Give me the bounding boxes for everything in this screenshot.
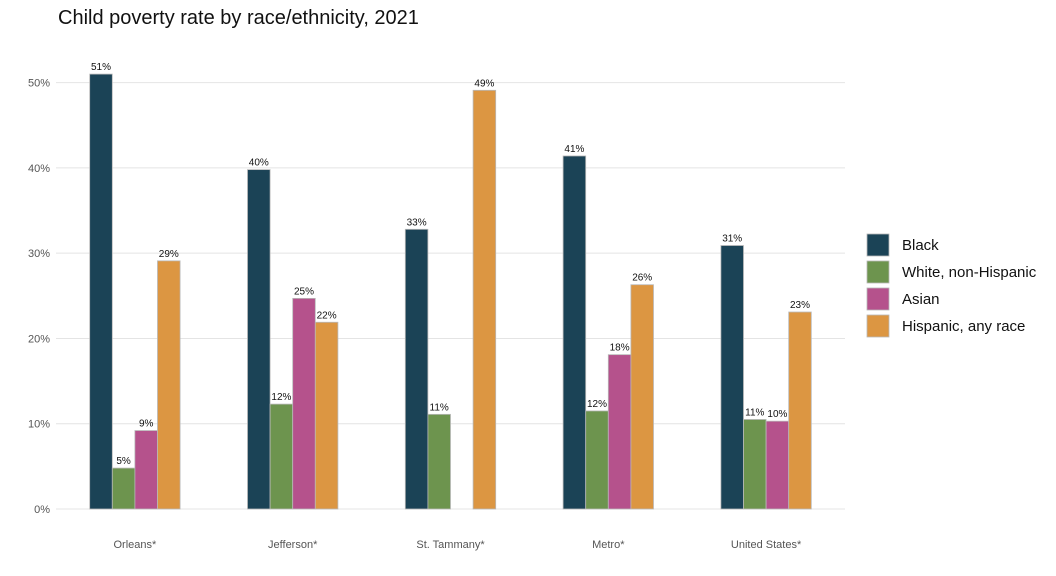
data-label: 22% xyxy=(317,310,337,321)
bar xyxy=(404,228,429,510)
bar xyxy=(89,73,113,510)
data-label: 11% xyxy=(745,407,764,418)
data-label: 25% xyxy=(294,286,314,297)
data-label: 12% xyxy=(587,399,607,410)
y-tick-label: 20% xyxy=(28,333,50,345)
x-tick-label: United States* xyxy=(731,539,802,551)
bar xyxy=(247,169,271,510)
bar xyxy=(562,155,587,510)
bar xyxy=(157,260,181,510)
y-tick-label: 30% xyxy=(28,248,50,260)
legend-label: White, non-Hispanic xyxy=(902,264,1037,281)
data-label: 18% xyxy=(610,343,630,354)
x-tick-label: Orleans* xyxy=(114,539,158,551)
data-label: 10% xyxy=(767,409,787,420)
bar xyxy=(427,413,451,510)
y-tick-label: 40% xyxy=(28,163,50,175)
bar xyxy=(314,321,339,510)
data-label: 23% xyxy=(790,300,810,311)
bar xyxy=(292,297,316,510)
legend-label: Asian xyxy=(902,291,940,308)
bar xyxy=(585,410,609,510)
gridlines xyxy=(56,82,845,510)
bar xyxy=(765,420,790,510)
bar xyxy=(607,354,632,510)
y-tick-label: 0% xyxy=(34,504,50,516)
y-axis-ticks: 0% 10% 20% 30% 40% 50% xyxy=(28,78,50,516)
y-tick-label: 10% xyxy=(28,419,50,431)
data-label: 40% xyxy=(249,158,269,169)
data-label: 31% xyxy=(722,234,742,245)
data-label: 49% xyxy=(474,78,494,89)
x-tick-label: Metro* xyxy=(592,539,625,551)
bar xyxy=(630,284,654,510)
chart-title: Child poverty rate by race/ethnicity, 20… xyxy=(58,7,419,29)
y-tick-label: 50% xyxy=(28,78,50,90)
bar xyxy=(472,89,497,510)
data-label: 29% xyxy=(159,249,179,260)
bar xyxy=(269,403,294,510)
data-label: 5% xyxy=(116,456,131,467)
bar xyxy=(720,245,744,510)
bar xyxy=(134,430,158,510)
data-label: 9% xyxy=(139,419,154,430)
bars xyxy=(89,73,812,510)
data-label: 51% xyxy=(91,62,111,73)
data-label: 41% xyxy=(564,144,584,155)
legend-swatch xyxy=(866,314,890,338)
legend-swatch xyxy=(866,287,890,311)
data-label: 12% xyxy=(271,392,291,403)
data-labels: 51% 5% 9% 29% 40% 12% 25% 22% 33% 11% 49% 41% 12% 18%… xyxy=(91,62,810,467)
legend-label: Hispanic, any race xyxy=(902,318,1025,335)
x-axis-ticks: Orleans* Jefferson* St. Tammany* Metro* Unit… xyxy=(114,539,802,551)
data-label: 26% xyxy=(632,273,652,284)
legend-swatch xyxy=(866,260,890,284)
data-label: 11% xyxy=(430,402,449,413)
x-tick-label: St. Tammany* xyxy=(416,539,485,551)
bar xyxy=(743,419,767,510)
bar xyxy=(788,311,812,510)
bar xyxy=(111,467,136,510)
x-tick-label: Jefferson* xyxy=(268,539,318,551)
legend-label: Black xyxy=(902,237,939,254)
legend-swatch xyxy=(866,233,890,257)
legend: Black White, non-Hispanic Asian Hispanic, a… xyxy=(866,233,1037,338)
data-label: 33% xyxy=(407,217,427,228)
